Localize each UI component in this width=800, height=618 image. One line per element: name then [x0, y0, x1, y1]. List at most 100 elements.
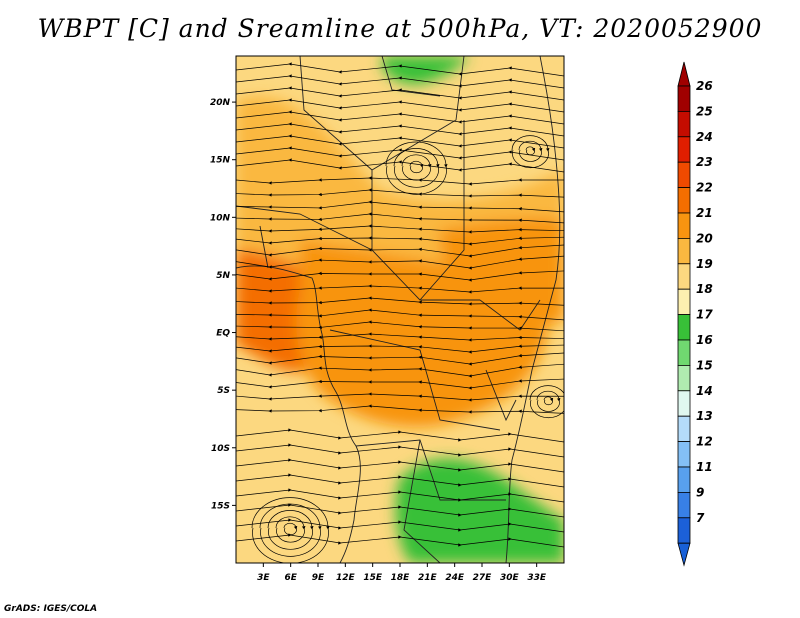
- streamline-38: [283, 522, 298, 536]
- colorbar-swatch: [677, 466, 691, 493]
- streamline-16: [236, 352, 564, 366]
- streamline-43: [409, 160, 424, 174]
- credit-label: GrADS: IGES/COLA: [4, 604, 98, 614]
- streamline-6: [236, 236, 564, 246]
- streamline-3: [236, 200, 564, 213]
- streamline-18: [236, 378, 564, 390]
- colorbar-label: 23: [696, 155, 713, 169]
- colorbar-swatch: [677, 187, 691, 214]
- x-axis: 3E 6E 9E 12E 15E 18E 21E 24E 27E 30E 33E: [257, 563, 547, 583]
- streamline-15: [236, 344, 564, 354]
- x-tick-label: 15E: [363, 573, 383, 583]
- y-tick-label: 15N: [210, 156, 231, 166]
- streamline-23: [236, 86, 564, 101]
- colorbar-swatch: [677, 517, 691, 544]
- streamline-31: [236, 443, 564, 458]
- streamline-14: [236, 332, 564, 342]
- streamline-41: [259, 503, 322, 557]
- colorbar-swatch: [677, 415, 691, 443]
- streamline-50: [543, 396, 554, 406]
- x-tick-label: 27E: [473, 573, 493, 583]
- streamline-5: [236, 224, 564, 234]
- streamline-42: [251, 497, 330, 563]
- colorbar-swatch: [677, 390, 691, 417]
- colorbar: 26 25 24 23 22 21 20 19 18 17 16 15 14 13 12 11 9 7: [677, 61, 713, 567]
- colorbar-label: 12: [696, 435, 713, 449]
- streamline-33: [236, 473, 564, 488]
- colorbar-swatch: [677, 136, 691, 163]
- streamline-2: [236, 188, 564, 198]
- y-tick-label: 10S: [211, 444, 230, 454]
- colorbar-label: 25: [696, 104, 713, 118]
- streamlines: [236, 62, 564, 563]
- streamline-17: [236, 363, 564, 378]
- y-tick-label: 20N: [210, 98, 231, 108]
- colorbar-label: 26: [696, 79, 713, 93]
- x-tick-label: 30E: [500, 573, 520, 583]
- streamline-49: [511, 135, 550, 169]
- colorbar-bottom-arrow: [677, 542, 691, 567]
- colorbar-swatch: [677, 491, 691, 519]
- streamline-44: [401, 154, 432, 181]
- streamline-13: [236, 320, 564, 332]
- streamline-25: [236, 110, 564, 125]
- streamline-26: [236, 122, 564, 137]
- y-tick-label: EQ: [216, 329, 230, 339]
- streamline-47: [525, 146, 536, 156]
- streamline-45: [393, 148, 440, 188]
- colorbar-swatch: [677, 237, 691, 265]
- x-tick-label: 21E: [418, 573, 438, 583]
- colorbar-swatch: [677, 314, 691, 341]
- streamline-40: [267, 510, 314, 550]
- streamline-36: [236, 518, 564, 533]
- streamline-22: [236, 74, 564, 89]
- colorbar-label: 19: [696, 257, 713, 271]
- streamline-10: [236, 284, 564, 294]
- y-axis: 20N 15N 10N 5N EQ 5S 10S 15S: [210, 98, 236, 511]
- streamline-39: [275, 516, 306, 543]
- streamline-35: [236, 503, 564, 518]
- colorbar-label: 14: [696, 384, 713, 398]
- colorbar-label: 20: [696, 231, 713, 245]
- colorbar-label: 21: [696, 206, 713, 220]
- colorbar-label: 18: [696, 282, 713, 296]
- colorbar-swatch: [677, 263, 691, 290]
- colorbar-label: 11: [696, 460, 713, 474]
- colorbar-swatch: [677, 161, 691, 188]
- y-tick-label: 5N: [216, 271, 230, 281]
- coastline-east: [505, 56, 561, 563]
- colorbar-label: 24: [696, 130, 713, 144]
- x-tick-label: 3E: [257, 573, 270, 583]
- streamline-28: [236, 146, 564, 161]
- streamline-30: [236, 428, 564, 443]
- x-tick-label: 9E: [312, 573, 325, 583]
- border-9: [259, 225, 269, 269]
- colorbar-label: 16: [696, 333, 713, 347]
- x-tick-label: 33E: [527, 573, 547, 583]
- streamline-12: [236, 308, 564, 321]
- x-tick-label: 6E: [284, 573, 297, 583]
- streamline-20: [236, 404, 564, 414]
- streamline-9: [236, 270, 564, 282]
- streamline-48: [518, 140, 543, 162]
- streamline-51: [536, 390, 561, 412]
- streamline-52: [529, 385, 564, 419]
- map-plot-area: [236, 56, 564, 563]
- colorbar-swatch: [677, 85, 691, 112]
- streamline-27: [236, 134, 564, 149]
- streamline-8: [236, 255, 564, 270]
- colorbar-label: 15: [696, 358, 713, 372]
- streamline-29: [236, 158, 564, 173]
- streamline-11: [236, 296, 564, 306]
- colorbar-label: 17: [696, 308, 713, 322]
- colorbar-swatch: [677, 111, 691, 138]
- x-tick-label: 12E: [336, 573, 356, 583]
- streamline-46: [385, 141, 448, 195]
- y-tick-label: 5S: [217, 386, 230, 396]
- colorbar-top-arrow: [677, 61, 691, 87]
- colorbar-label: 13: [696, 409, 713, 423]
- colorbar-swatch: [677, 364, 691, 392]
- colorbar-swatch: [677, 212, 691, 239]
- streamline-32: [236, 458, 564, 473]
